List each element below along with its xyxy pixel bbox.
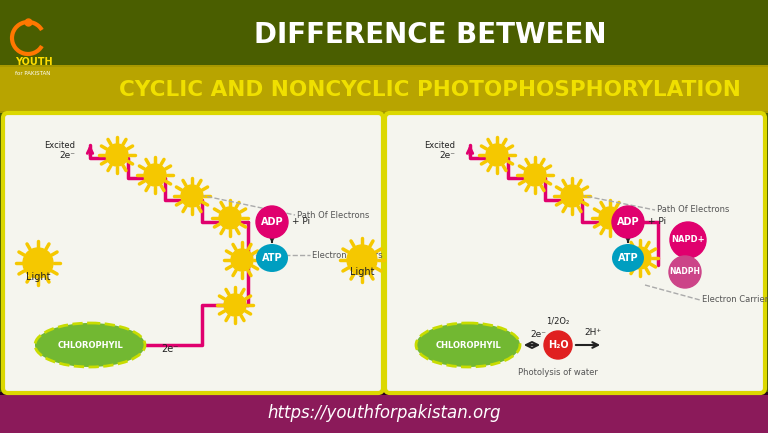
Circle shape [524, 164, 546, 186]
Text: Path Of Electrons: Path Of Electrons [297, 210, 369, 220]
Circle shape [612, 206, 644, 238]
Circle shape [486, 144, 508, 166]
Circle shape [256, 206, 288, 238]
Circle shape [670, 222, 706, 258]
Text: Excited: Excited [44, 140, 75, 149]
Text: Path Of Electrons: Path Of Electrons [657, 206, 730, 214]
Circle shape [231, 249, 253, 271]
Bar [0, 0, 768, 115]
Circle shape [181, 185, 203, 207]
Text: Electron Carriers: Electron Carriers [312, 251, 382, 259]
Ellipse shape [612, 244, 644, 272]
Text: Light: Light [349, 267, 374, 277]
Circle shape [23, 248, 53, 278]
Bar [0, 65, 768, 113]
Text: NADPH: NADPH [670, 268, 700, 277]
Ellipse shape [256, 244, 288, 272]
Circle shape [561, 185, 583, 207]
Circle shape [544, 331, 572, 359]
Bar [0, 392, 768, 433]
Text: + Pi: + Pi [648, 217, 666, 226]
Circle shape [347, 245, 377, 275]
Text: for PAKISTAN: for PAKISTAN [15, 71, 51, 76]
Text: Excited: Excited [424, 140, 455, 149]
Text: + Pi: + Pi [292, 217, 310, 226]
Bar [0, 67, 768, 111]
Text: Light: Light [26, 272, 50, 282]
Circle shape [629, 247, 651, 269]
Circle shape [106, 144, 128, 166]
Text: ATP: ATP [262, 253, 283, 263]
Text: 2e⁻: 2e⁻ [530, 330, 546, 339]
Text: H₂O: H₂O [548, 340, 568, 350]
Text: YOUTH: YOUTH [15, 57, 53, 67]
Text: https://youthforpakistan.org: https://youthforpakistan.org [267, 404, 501, 422]
FancyBboxPatch shape [385, 113, 765, 393]
Text: 2e⁻: 2e⁻ [59, 151, 75, 159]
Text: 1/2O₂: 1/2O₂ [546, 316, 570, 325]
Text: DIFFERENCE BETWEEN: DIFFERENCE BETWEEN [253, 21, 606, 49]
Bar [0, 392, 768, 395]
Circle shape [599, 207, 621, 229]
Text: CHLOROPHYIL: CHLOROPHYIL [435, 340, 501, 349]
Circle shape [144, 164, 166, 186]
FancyBboxPatch shape [3, 113, 383, 393]
Text: 2H⁺: 2H⁺ [584, 328, 601, 337]
Circle shape [669, 256, 701, 288]
Ellipse shape [35, 323, 145, 367]
Text: 2e⁻: 2e⁻ [161, 344, 179, 354]
Ellipse shape [416, 323, 520, 367]
Text: Photolysis of water: Photolysis of water [518, 368, 598, 377]
Text: ATP: ATP [617, 253, 638, 263]
Text: ADP: ADP [260, 217, 283, 227]
Circle shape [224, 294, 246, 316]
Text: Electron Carriers: Electron Carriers [702, 295, 768, 304]
Text: CYCLIC AND NONCYCLIC PHOTOPHOSPHORYLATION: CYCLIC AND NONCYCLIC PHOTOPHOSPHORYLATIO… [119, 80, 741, 100]
Text: ADP: ADP [617, 217, 639, 227]
Text: 2e⁻: 2e⁻ [439, 151, 455, 159]
Circle shape [219, 207, 241, 229]
Text: NAPD+: NAPD+ [671, 236, 705, 245]
Text: CHLOROPHYIL: CHLOROPHYIL [57, 340, 123, 349]
